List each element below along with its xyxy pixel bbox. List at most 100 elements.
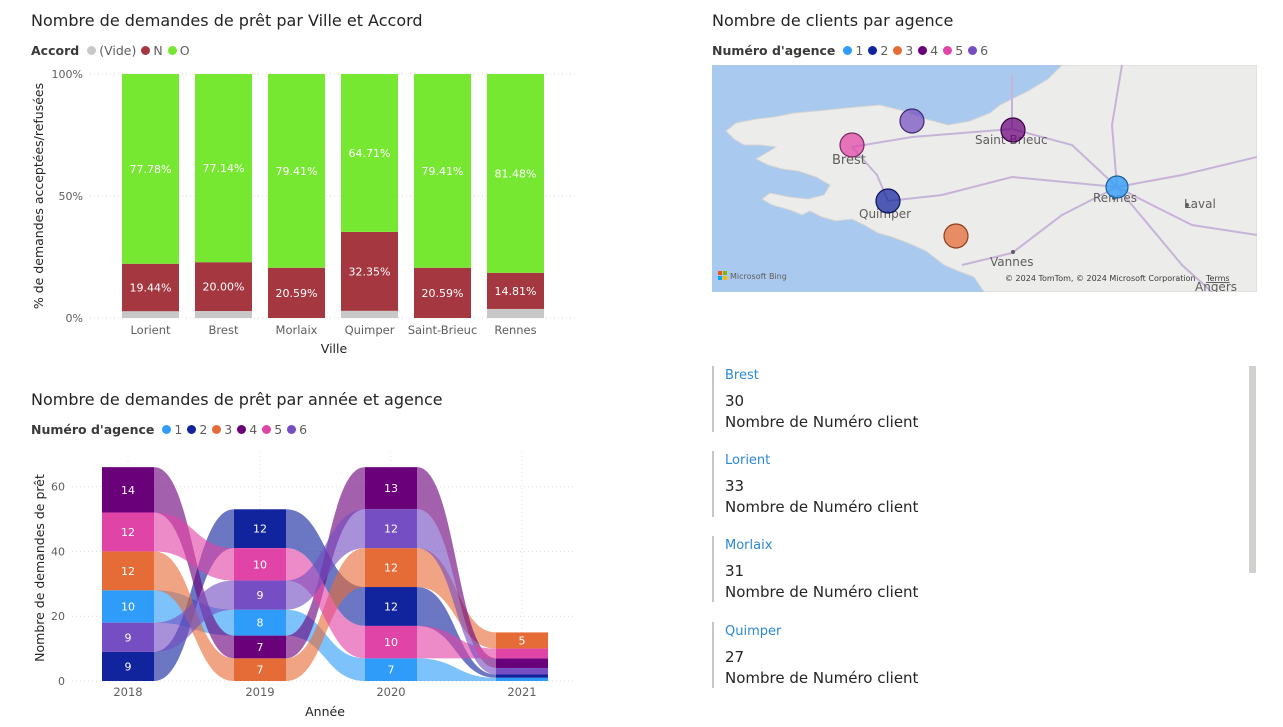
map-bubble-agence-1[interactable] xyxy=(1105,175,1129,199)
card-value: 27 xyxy=(725,648,745,666)
legend-dot-icon xyxy=(287,425,297,434)
bar-segment xyxy=(268,267,325,318)
ribbon-segment xyxy=(102,622,154,652)
bar-legend-item-vide[interactable]: (Vide) xyxy=(87,43,136,58)
bar-legend-item-o[interactable]: O xyxy=(167,43,190,58)
map-brand: Microsoft Bing xyxy=(730,272,787,281)
bar-data-label: 64.71% xyxy=(349,147,391,160)
bar-data-label: 20.59% xyxy=(276,287,318,300)
map-legend-item-4[interactable]: 4 xyxy=(918,43,938,58)
ribbon-segment xyxy=(365,587,417,626)
x-tick-label: 2020 xyxy=(376,685,405,699)
roads xyxy=(851,65,1257,292)
map-bubble-agence-4[interactable] xyxy=(1000,117,1026,143)
ribbon-band xyxy=(417,658,496,681)
bar-segment xyxy=(195,262,252,312)
bar-segment xyxy=(122,74,179,264)
ribbon-data-label: 7 xyxy=(257,641,264,654)
card-title: Brest xyxy=(725,368,759,383)
ribbon-legend-item-5[interactable]: 5 xyxy=(262,422,282,437)
map-title: Nombre de clients par agence xyxy=(712,11,954,30)
ribbon-segment xyxy=(496,668,548,675)
ribbon-band xyxy=(417,625,496,659)
card-lorient[interactable]: Lorient 33 Nombre de Numéro client xyxy=(712,451,1255,517)
ribbon-legend-item-6[interactable]: 6 xyxy=(287,422,307,437)
bar-segment xyxy=(414,74,471,268)
map-bubble-agence-3[interactable] xyxy=(943,223,969,249)
ribbon-segment xyxy=(365,509,417,549)
bar-segment xyxy=(487,74,544,273)
bar-data-label: 20.59% xyxy=(422,287,464,300)
bar-segment xyxy=(414,267,471,318)
ribbon-data-label: 10 xyxy=(384,636,398,649)
map-legend-item-2[interactable]: 2 xyxy=(868,43,888,58)
map-bubble-agence-2[interactable] xyxy=(875,188,901,214)
ribbon-segment xyxy=(365,658,417,681)
ribbon-segment xyxy=(234,609,286,636)
bar-segment xyxy=(122,263,179,312)
cards-scrollbar[interactable] xyxy=(1249,366,1256,573)
legend-dot-icon xyxy=(868,46,878,55)
bar-segment xyxy=(268,74,325,268)
bar-chart-title: Nombre de demandes de prêt par Ville et … xyxy=(31,11,423,30)
card-morlaix[interactable]: Morlaix 31 Nombre de Numéro client xyxy=(712,536,1255,602)
card-value: 33 xyxy=(725,477,745,495)
city-label-quimper: Quimper xyxy=(859,207,911,221)
legend-dot-icon xyxy=(237,425,247,434)
map-bubble-agence-6[interactable] xyxy=(899,108,925,134)
bar-chart: 0% 50% 100% 19.44% 77.78% Lorient 20.00% 77.14%… xyxy=(31,68,575,356)
ribbon-band xyxy=(417,587,496,678)
map-canvas[interactable]: Brest Saint-Brieuc Quimper Rennes Laval … xyxy=(712,65,1257,292)
map-legend-item-3[interactable]: 3 xyxy=(893,43,913,58)
bar-data-label: 77.14% xyxy=(203,162,245,175)
card-title: Lorient xyxy=(725,453,771,468)
ribbon-band xyxy=(286,509,365,610)
bar-data-label: 20.00% xyxy=(203,281,245,294)
x-axis-title: Année xyxy=(305,704,345,719)
x-tick-label: 2018 xyxy=(113,685,142,699)
y-tick-label: 20 xyxy=(51,610,65,623)
legend-dot-icon xyxy=(162,425,172,434)
bar-data-label: 79.41% xyxy=(422,165,464,178)
ribbons xyxy=(154,467,496,681)
map-bubble-agence-5[interactable] xyxy=(839,132,865,158)
ribbon-chart-legend: Numéro d'agence 1 2 3 4 5 6 xyxy=(31,422,312,437)
ribbon-data-label: 9 xyxy=(125,660,132,673)
ribbon-segment xyxy=(365,548,417,588)
ribbon-data-label: 13 xyxy=(384,482,398,495)
ribbon-segment xyxy=(234,548,286,581)
y-tick-label: 40 xyxy=(51,545,65,558)
bar-data-label: 81.48% xyxy=(495,167,537,180)
legend-dot-icon xyxy=(943,46,953,55)
map-legend-item-6[interactable]: 6 xyxy=(968,43,988,58)
ribbon-legend-item-2[interactable]: 2 xyxy=(187,422,207,437)
y-tick-label: 0 xyxy=(58,675,65,688)
card-brest[interactable]: Brest 30 Nombre de Numéro client xyxy=(712,366,1255,432)
card-title: Quimper xyxy=(725,624,782,639)
ribbon-legend-item-3[interactable]: 3 xyxy=(212,422,232,437)
ribbon-segment xyxy=(496,658,548,669)
bar-data-label: 19.44% xyxy=(130,282,172,295)
ribbon-data-label: 12 xyxy=(384,562,398,575)
legend-dot-icon xyxy=(167,46,177,55)
city-label-laval: Laval xyxy=(1184,197,1216,211)
map-terms-link[interactable]: Terms xyxy=(1205,274,1230,283)
bar-legend-item-n[interactable]: N xyxy=(141,43,163,58)
ribbon-data-label: 14 xyxy=(121,484,135,497)
bar-data-label: 79.41% xyxy=(276,165,318,178)
bar-segment xyxy=(487,272,544,309)
ribbon-legend-item-4[interactable]: 4 xyxy=(237,422,257,437)
legend-dot-icon xyxy=(187,425,197,434)
x-axis-title: Ville xyxy=(321,341,348,356)
map-attribution: © 2024 TomTom, © 2024 Microsoft Corporat… xyxy=(1005,274,1196,283)
card-quimper[interactable]: Quimper 27 Nombre de Numéro client xyxy=(712,622,1255,688)
bar-segment xyxy=(195,74,252,263)
legend-dot-icon xyxy=(918,46,928,55)
map-legend-item-5[interactable]: 5 xyxy=(943,43,963,58)
bar-segment xyxy=(122,311,179,318)
map-legend-item-1[interactable]: 1 xyxy=(843,43,863,58)
ribbon-legend-item-1[interactable]: 1 xyxy=(162,422,182,437)
ribbon-data-label: 7 xyxy=(257,664,264,677)
x-tick-label: 2021 xyxy=(507,685,536,699)
card-label: Nombre de Numéro client xyxy=(725,498,919,516)
